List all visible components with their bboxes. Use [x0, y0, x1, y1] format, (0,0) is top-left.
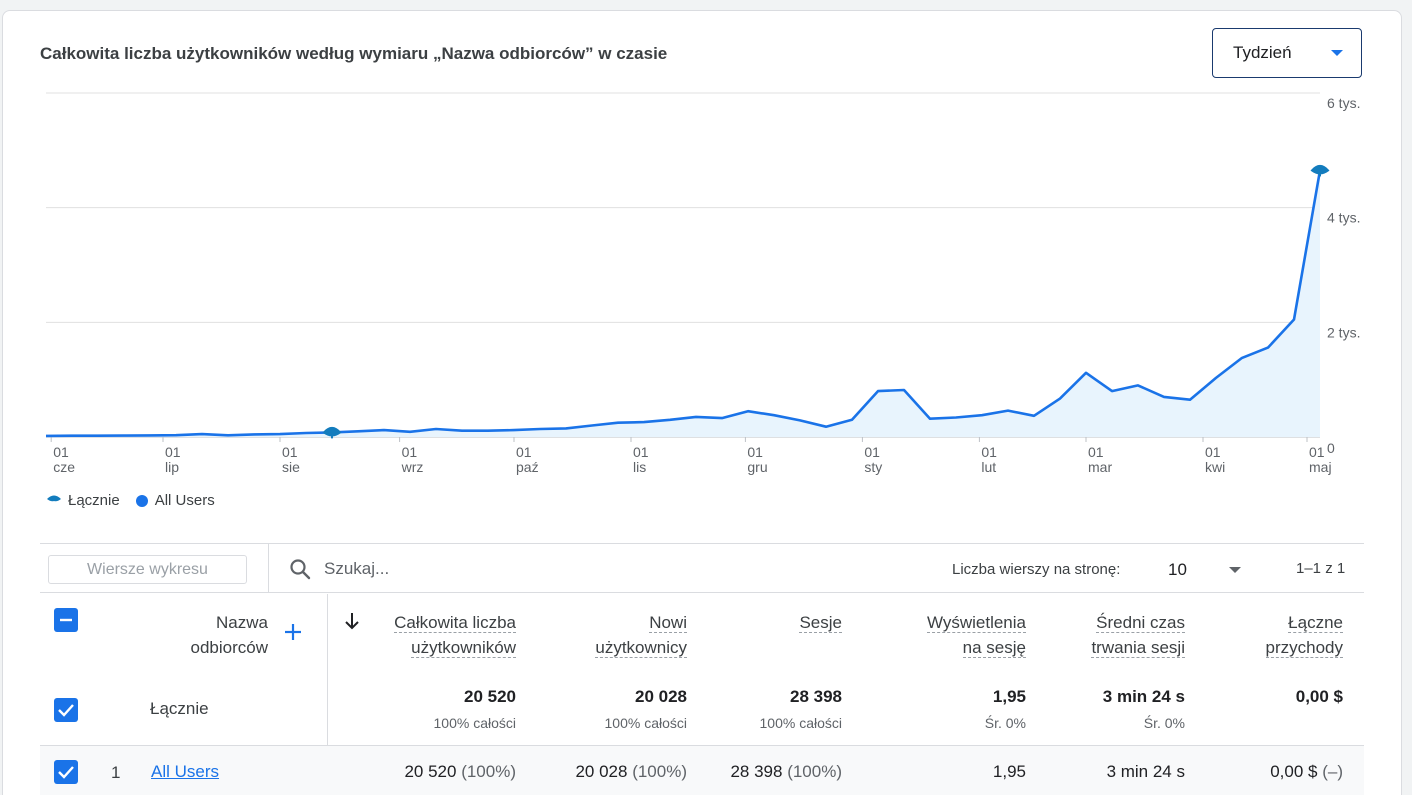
- total-subtext-views-per-session: Śr. 0%: [984, 715, 1026, 731]
- checkmark-icon: [58, 704, 74, 717]
- row-cell-new-users: 20 028 (100%): [540, 762, 687, 782]
- column-header-line1: Łączne: [1288, 613, 1343, 633]
- total-subtext-sessions: 100% całości: [759, 715, 843, 731]
- row-cell-revenue: 0,00 $ (–): [1200, 762, 1343, 782]
- dimension-header-line1: Nazwa: [216, 613, 268, 632]
- minus-icon: [60, 618, 72, 622]
- total-subtext-avg-duration: Śr. 0%: [1143, 715, 1185, 731]
- cell-value: 20 520: [404, 762, 457, 781]
- pagination-info: 1–1 z 1: [1296, 560, 1346, 577]
- total-value-new-users: 20 028: [635, 687, 687, 706]
- total-value-views-per-session: 1,95: [992, 687, 1026, 706]
- totals-checkbox[interactable]: [54, 698, 78, 722]
- total-value-revenue: 0,00 $: [1295, 687, 1343, 706]
- row-cell-users: 20 520 (100%): [356, 762, 516, 782]
- cell-share: (100%): [787, 762, 842, 781]
- legend-total-label: Łącznie: [68, 492, 120, 509]
- column-header-line2: trwania sesji: [1091, 638, 1185, 658]
- table-row: [40, 745, 1364, 795]
- period-select[interactable]: Tydzień: [1212, 28, 1362, 78]
- column-header-line1: Nowi: [649, 613, 687, 633]
- chevron-down-icon: [1331, 50, 1343, 56]
- cell-share: (100%): [632, 762, 687, 781]
- column-header-total-users[interactable]: Całkowita liczba użytkowników: [356, 610, 516, 660]
- sort-down-arrow-icon[interactable]: [343, 611, 361, 631]
- search-icon: [290, 559, 311, 580]
- column-header-line1: Całkowita liczba: [394, 613, 516, 633]
- total-value-users: 20 520: [464, 687, 516, 706]
- pin-marker-icon: [47, 495, 61, 508]
- cell-value: 20 028: [575, 762, 628, 781]
- row-cell-avg-duration: 3 min 24 s: [1106, 762, 1185, 781]
- row-cell-sessions: 28 398 (100%): [700, 762, 842, 782]
- totals-label: Łącznie: [150, 699, 209, 718]
- legend-item-total[interactable]: Łącznie: [46, 492, 120, 509]
- dimension-divider: [327, 594, 328, 795]
- row-cell-views-per-session: 1,95: [992, 762, 1026, 781]
- column-header-line2: na sesję: [962, 638, 1026, 658]
- column-header-avg-session-duration[interactable]: Średni czas trwania sesji: [1040, 610, 1185, 660]
- column-header-line1: Wyświetlenia: [926, 613, 1026, 633]
- legend-item-all-users[interactable]: All Users: [135, 492, 215, 509]
- total-value-avg-duration: 3 min 24 s: [1102, 687, 1185, 706]
- legend-series-label: All Users: [154, 492, 215, 509]
- card-title: Całkowita liczba użytkowników według wym…: [40, 44, 668, 63]
- column-header-line1: Średni czas: [1096, 613, 1185, 633]
- legend-dot-icon: [135, 494, 148, 507]
- chart-card: [2, 10, 1402, 795]
- column-header-new-users[interactable]: Nowi użytkownicy: [540, 610, 687, 660]
- row-checkbox[interactable]: [54, 760, 78, 784]
- checkmark-icon: [58, 766, 74, 779]
- period-select-value: Tydzień: [1233, 43, 1292, 62]
- add-dimension-icon[interactable]: [283, 622, 303, 642]
- total-value-sessions: 28 398: [790, 687, 842, 706]
- cell-share: (–): [1322, 762, 1343, 781]
- dimension-header-line2: odbiorców: [190, 638, 269, 657]
- chevron-down-icon[interactable]: [1229, 567, 1241, 573]
- cell-value: 0,00 $: [1270, 762, 1318, 781]
- search-input[interactable]: [324, 556, 624, 582]
- total-subtext-new-users: 100% całości: [604, 715, 688, 731]
- column-header-line1: Sesje: [799, 613, 842, 633]
- row-name-link[interactable]: All Users: [151, 762, 220, 781]
- row-index: 1: [111, 763, 121, 782]
- column-header-line2: użytkownicy: [595, 638, 687, 658]
- chart-legend: Łącznie All Users: [46, 492, 231, 509]
- table-toolbar: Wiersze wykresu Liczba wierszy na stronę…: [40, 543, 1364, 593]
- toolbar-divider: [268, 544, 269, 593]
- column-header-sessions[interactable]: Sesje: [700, 610, 842, 635]
- column-header-line2: przychody: [1265, 638, 1343, 658]
- cell-value: 28 398: [730, 762, 783, 781]
- rows-per-page-select[interactable]: 10: [1168, 560, 1187, 579]
- select-all-checkbox[interactable]: [54, 608, 78, 632]
- cell-share: (100%): [461, 762, 516, 781]
- column-header-views-per-session[interactable]: Wyświetlenia na sesję: [870, 610, 1026, 660]
- rows-per-page-label: Liczba wierszy na stronę:: [952, 561, 1121, 578]
- chart-rows-button[interactable]: Wiersze wykresu: [48, 555, 247, 584]
- column-header-total-revenue[interactable]: Łączne przychody: [1200, 610, 1343, 660]
- dimension-header[interactable]: Nazwa odbiorców: [150, 610, 269, 660]
- column-header-line2: użytkowników: [411, 638, 516, 658]
- total-subtext-users: 100% całości: [433, 715, 517, 731]
